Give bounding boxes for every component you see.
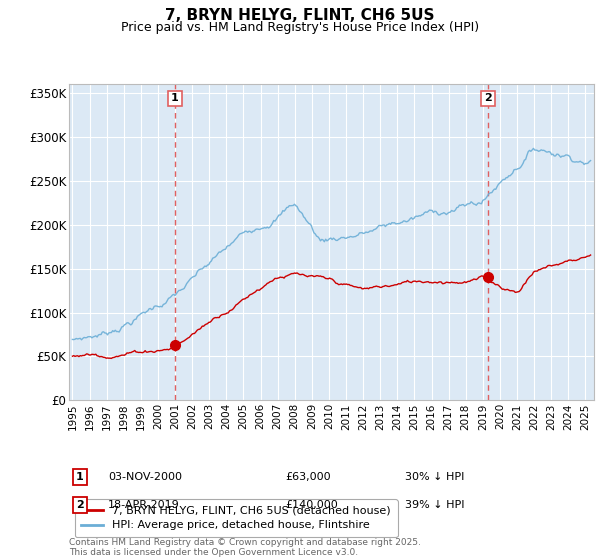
Text: 2: 2 — [484, 94, 492, 104]
Text: 1: 1 — [171, 94, 179, 104]
Text: 1: 1 — [76, 472, 83, 482]
Text: £140,000: £140,000 — [285, 500, 338, 510]
Text: 2: 2 — [76, 500, 83, 510]
Text: 30% ↓ HPI: 30% ↓ HPI — [405, 472, 464, 482]
Text: 18-APR-2019: 18-APR-2019 — [108, 500, 180, 510]
Text: 39% ↓ HPI: 39% ↓ HPI — [405, 500, 464, 510]
Text: Price paid vs. HM Land Registry's House Price Index (HPI): Price paid vs. HM Land Registry's House … — [121, 21, 479, 34]
Text: Contains HM Land Registry data © Crown copyright and database right 2025.
This d: Contains HM Land Registry data © Crown c… — [69, 538, 421, 557]
Text: 03-NOV-2000: 03-NOV-2000 — [108, 472, 182, 482]
Text: 7, BRYN HELYG, FLINT, CH6 5US: 7, BRYN HELYG, FLINT, CH6 5US — [165, 8, 435, 24]
Text: £63,000: £63,000 — [285, 472, 331, 482]
Legend: 7, BRYN HELYG, FLINT, CH6 5US (detached house), HPI: Average price, detached hou: 7, BRYN HELYG, FLINT, CH6 5US (detached … — [74, 500, 398, 537]
